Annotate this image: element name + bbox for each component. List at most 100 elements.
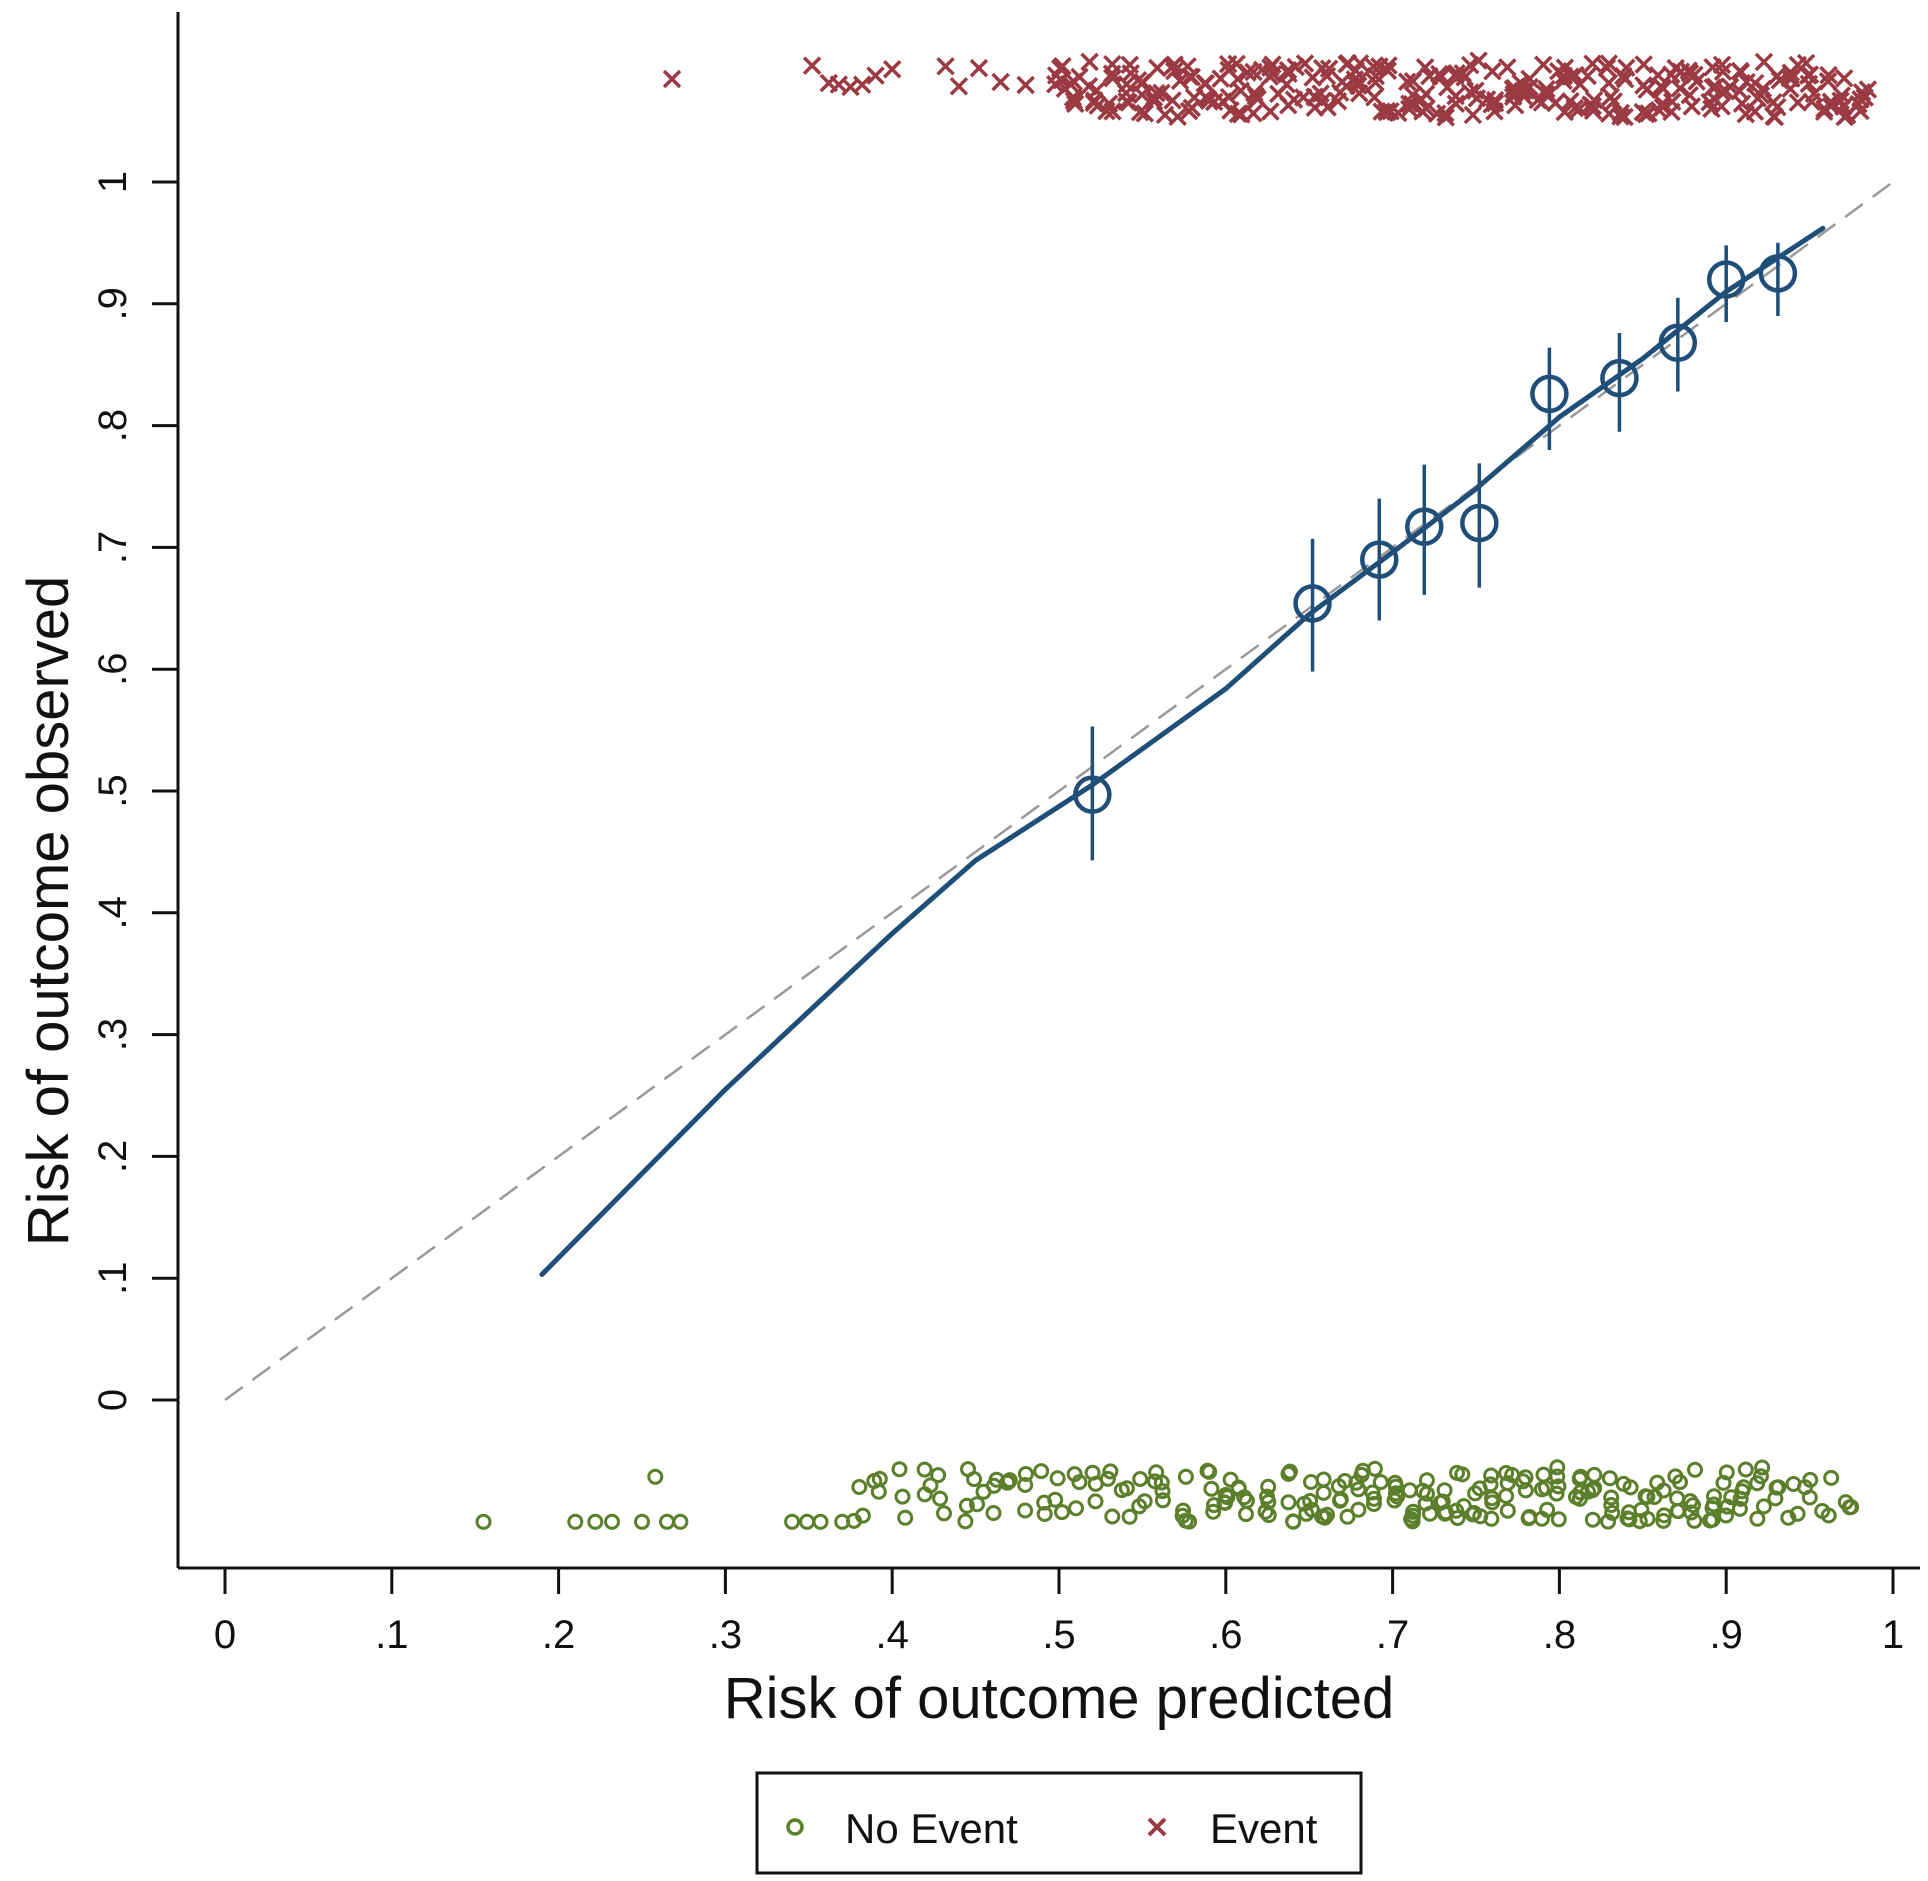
event-marker	[1412, 90, 1431, 109]
no-event-marker	[1604, 1504, 1621, 1521]
event-marker	[1782, 69, 1801, 88]
no-event-marker	[1580, 1483, 1596, 1500]
no-event-marker	[1177, 1468, 1194, 1485]
group-estimates-layer	[1073, 242, 1798, 861]
no-event-marker	[587, 1513, 604, 1530]
event-rug	[662, 51, 1878, 127]
event-marker	[1238, 63, 1257, 82]
no-event-marker	[1047, 1491, 1064, 1508]
event-marker	[1261, 102, 1280, 121]
no-event-marker	[1099, 1470, 1116, 1487]
no-event-marker	[1017, 1477, 1034, 1493]
event-marker	[1277, 75, 1296, 94]
event-marker	[1754, 52, 1774, 72]
no-event-marker	[1754, 1459, 1771, 1476]
event-marker	[1745, 102, 1765, 121]
no-event-marker	[1550, 1511, 1567, 1528]
no-event-marker	[1302, 1493, 1319, 1509]
group-estimate-point	[1405, 507, 1444, 546]
no-event-marker	[1718, 1507, 1734, 1524]
no-event-marker	[1767, 1490, 1784, 1507]
event-marker	[1482, 95, 1501, 114]
event-marker	[1633, 102, 1653, 122]
event-marker	[1415, 58, 1435, 77]
event-marker	[1211, 69, 1230, 88]
no-event-marker	[1148, 1464, 1165, 1481]
event-marker	[1615, 107, 1634, 127]
y-tick-label: .7	[91, 531, 135, 564]
event-marker	[1364, 57, 1383, 76]
no-event-marker	[1102, 1463, 1119, 1480]
no-event-marker	[1600, 1513, 1617, 1530]
event-marker	[1195, 74, 1214, 93]
event-marker	[1712, 97, 1731, 116]
no-event-marker	[1418, 1485, 1435, 1502]
no-event-marker	[1686, 1512, 1703, 1529]
y-tick-label: .9	[91, 287, 135, 320]
no-event-marker	[1131, 1498, 1148, 1515]
event-marker	[1534, 55, 1553, 74]
event-marker	[1064, 91, 1084, 111]
event-marker	[1163, 91, 1182, 110]
no-event-marker	[1147, 1473, 1163, 1490]
no-event-marker	[1174, 1507, 1191, 1524]
event-marker	[852, 75, 872, 94]
no-event-marker	[1603, 1489, 1620, 1506]
x-tick-label: .3	[709, 1613, 742, 1657]
no-event-marker	[1731, 1500, 1748, 1517]
event-marker	[1061, 74, 1080, 94]
reference-line-layer	[224, 180, 1894, 1402]
no-event-marker	[1517, 1469, 1534, 1486]
no-event-marker	[932, 1490, 949, 1507]
no-event-marker	[897, 1509, 914, 1526]
group-estimate-point	[1758, 254, 1798, 293]
event-marker	[1721, 77, 1740, 97]
no-event-marker	[1706, 1488, 1722, 1505]
no-event-marker	[1205, 1503, 1222, 1520]
x-tick-label: .7	[1376, 1613, 1409, 1657]
event-marker	[1447, 63, 1466, 83]
event-marker	[1244, 104, 1263, 123]
event-marker	[1687, 72, 1706, 91]
event-marker	[866, 66, 885, 85]
no-event-marker	[634, 1513, 650, 1530]
event-marker	[1050, 59, 1070, 78]
legend: No Event Event	[755, 1771, 1363, 1875]
event-marker	[662, 69, 682, 89]
event-marker	[969, 58, 989, 78]
no-event-marker	[891, 1461, 908, 1478]
no-event-marker	[1814, 1503, 1831, 1519]
no-event-marker	[1464, 1506, 1481, 1523]
no-event-marker	[1017, 1466, 1034, 1482]
event-marker	[1446, 94, 1466, 114]
no-event-marker	[916, 1461, 933, 1478]
no-event-marker	[1206, 1497, 1222, 1514]
no-event-marker	[475, 1513, 492, 1530]
event-marker	[1498, 58, 1517, 77]
no-event-marker	[1132, 1471, 1149, 1487]
event-marker	[1130, 102, 1150, 122]
event-marker	[802, 56, 822, 75]
event-marker	[1168, 107, 1187, 127]
no-event-marker	[1734, 1483, 1751, 1500]
no-event-marker	[1789, 1505, 1806, 1522]
event-marker	[1520, 69, 1539, 89]
no-event-rug	[475, 1459, 1860, 1530]
event-marker	[1328, 92, 1348, 111]
no-event-marker	[1498, 1465, 1515, 1481]
event-marker	[1639, 104, 1658, 123]
no-event-marker	[957, 1513, 974, 1530]
x-axis-title: Risk of outcome predicted	[724, 1666, 1395, 1731]
no-event-marker	[1339, 1508, 1356, 1525]
event-marker	[1199, 91, 1219, 110]
event-marker	[1430, 64, 1449, 84]
legend-label: Event	[1210, 1805, 1318, 1852]
no-event-marker	[1483, 1467, 1500, 1484]
smooth-calibration-line	[539, 225, 1826, 1277]
event-marker	[1460, 55, 1480, 75]
x-tick-label: .9	[1710, 1613, 1743, 1657]
event-marker	[1578, 66, 1597, 86]
x-tick-label: .8	[1543, 1613, 1576, 1657]
no-event-marker	[1280, 1494, 1297, 1511]
